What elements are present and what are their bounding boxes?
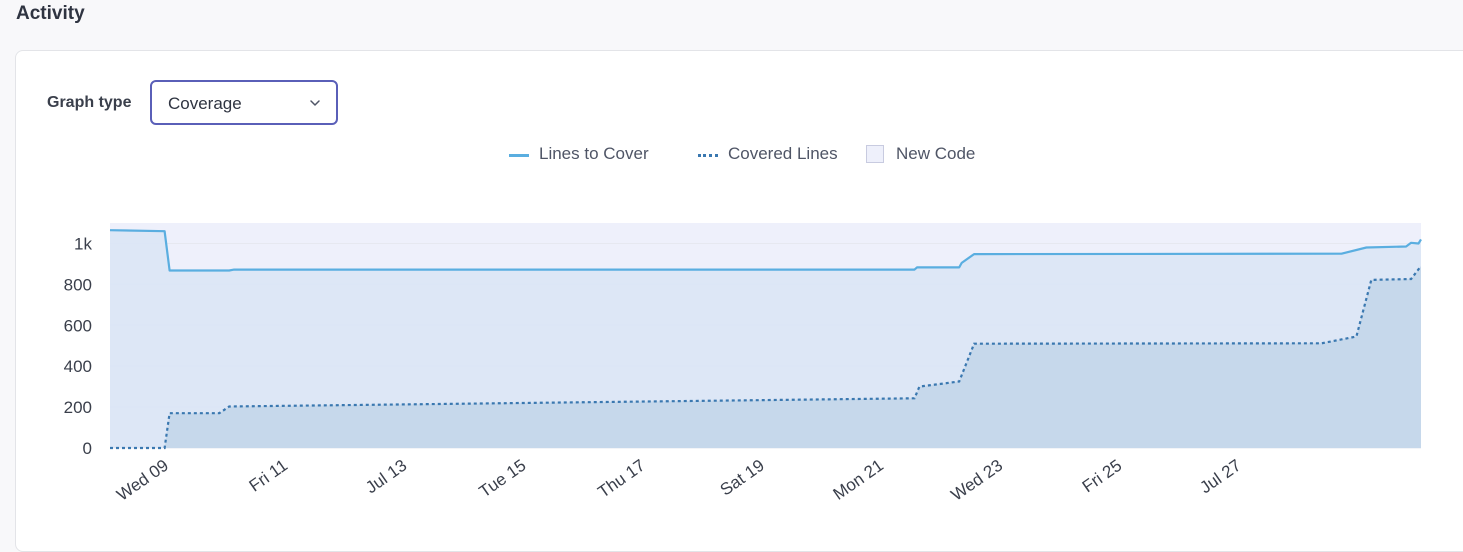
legend-label-lines-to-cover: Lines to Cover — [539, 144, 649, 163]
y-tick-label: 0 — [83, 439, 92, 458]
dotted-line-swatch-icon — [698, 154, 718, 157]
x-tick-label: Fri 11 — [246, 456, 291, 496]
x-tick-label: Tue 15 — [476, 456, 530, 502]
x-tick-label: Thu 17 — [594, 456, 648, 502]
legend-item-lines-to-cover[interactable]: Lines to Cover — [509, 143, 669, 167]
y-tick-label: 400 — [64, 357, 92, 376]
y-tick-label: 600 — [64, 316, 92, 335]
chevron-down-icon — [310, 100, 320, 106]
graph-type-select-value: Coverage — [168, 94, 242, 113]
coverage-chart: 0 200 400 600 800 1k Wed 09 Fri 11 Jul 13 Tue 15 T… — [64, 223, 1422, 505]
x-tick-label: Jul 27 — [1196, 456, 1244, 498]
y-tick-label: 1k — [74, 234, 92, 253]
new-code-swatch-icon — [866, 145, 884, 163]
chart-legend: Lines to Cover Covered Lines New Code — [0, 143, 1463, 167]
graph-type-select[interactable]: Coverage — [150, 80, 338, 125]
legend-label-new-code: New Code — [896, 144, 976, 163]
solid-line-swatch-icon — [509, 154, 529, 157]
covered-lines-line — [110, 265, 1422, 450]
x-tick-label: Wed 23 — [948, 456, 1007, 505]
x-tick-label: Jul 13 — [362, 456, 410, 498]
x-tick-label: Wed 09 — [113, 456, 172, 505]
y-tick-label: 800 — [64, 275, 92, 294]
x-tick-label: Sat 19 — [717, 456, 768, 500]
covered-lines-area — [110, 266, 1421, 448]
section-title: Activity — [16, 3, 85, 24]
x-tick-label: Fri 25 — [1079, 456, 1126, 496]
legend-item-new-code[interactable]: New Code — [866, 143, 996, 167]
x-tick-label: Mon 21 — [830, 456, 887, 504]
lines-to-cover-line — [109, 229, 1422, 272]
legend-item-covered-lines[interactable]: Covered Lines — [698, 143, 858, 167]
graph-type-label: Graph type — [47, 94, 132, 111]
y-tick-label: 200 — [64, 398, 92, 417]
legend-label-covered-lines: Covered Lines — [728, 144, 838, 163]
